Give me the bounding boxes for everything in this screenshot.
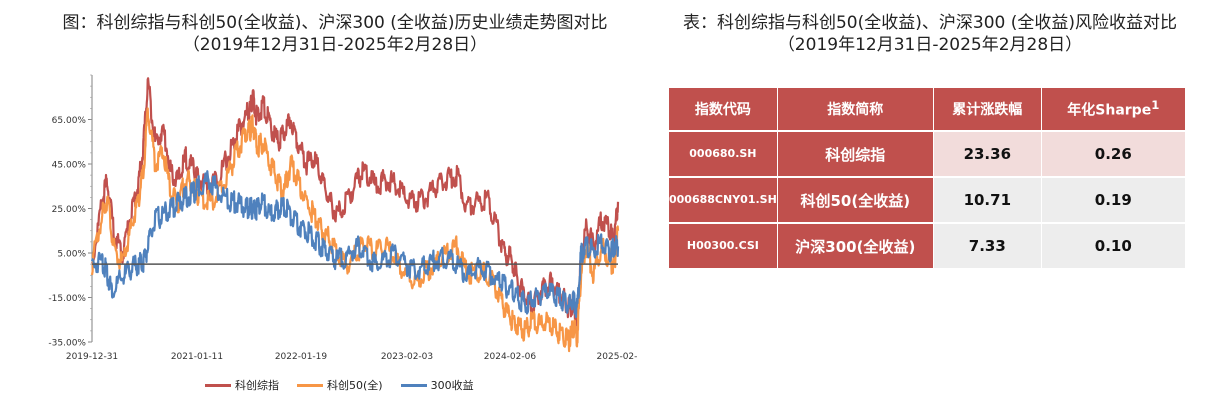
row-name: 沪深300(全收益) bbox=[777, 224, 934, 270]
table-title-line1: 表：科创综指与科创50(全收益)、沪深300 (全收益)风险收益对比 bbox=[682, 13, 1177, 33]
y-tick-label: -15.00% bbox=[48, 294, 86, 304]
legend-item-2: 300收益 bbox=[400, 377, 474, 393]
legend-swatch-0 bbox=[205, 383, 231, 387]
row-code: 000680.SH bbox=[669, 132, 778, 178]
legend-label-0: 科创综指 bbox=[235, 379, 279, 392]
x-tick-label: 2021-01-11 bbox=[171, 352, 223, 362]
header-sharpe-label: 年化Sharpe bbox=[1067, 102, 1152, 119]
chart-title: 图：科创综指与科创50(全收益)、沪深300 (全收益)历史业绩走势图对比 （2… bbox=[30, 12, 640, 56]
row-cum-return: 23.36 bbox=[933, 132, 1042, 178]
x-tick-label: 2023-02-03 bbox=[381, 352, 433, 362]
row-name: 科创50(全收益) bbox=[777, 178, 934, 224]
y-tick-label: 65.00% bbox=[52, 116, 87, 126]
row-code: H00300.CSI bbox=[669, 224, 778, 270]
x-tick-label: 2024-02-06 bbox=[484, 352, 537, 362]
header-sharpe-footnote: 1 bbox=[1151, 98, 1160, 113]
row-sharpe: 0.19 bbox=[1041, 178, 1186, 224]
y-tick-label: 25.00% bbox=[52, 205, 87, 215]
chart-legend: 科创综指 科创50(全) 300收益 bbox=[205, 377, 474, 393]
header-cum-return: 累计涨跌幅 bbox=[933, 88, 1042, 132]
y-tick-label: -35.00% bbox=[48, 339, 86, 349]
series-line-0 bbox=[91, 77, 620, 327]
chart-title-line1: 图：科创综指与科创50(全收益)、沪深300 (全收益)历史业绩走势图对比 bbox=[62, 13, 608, 33]
x-tick-label: 2019-12-31 bbox=[66, 352, 118, 362]
x-tick-label: 2025-02- bbox=[597, 352, 638, 362]
header-name: 指数简称 bbox=[777, 88, 934, 132]
header-sharpe: 年化Sharpe1 bbox=[1041, 88, 1186, 132]
y-tick-label: 45.00% bbox=[52, 161, 87, 171]
legend-item-0: 科创综指 bbox=[205, 377, 279, 393]
series-line-2 bbox=[90, 170, 620, 318]
table-row: 000688CNY01.SH 科创50(全收益) 10.71 0.19 bbox=[669, 178, 1186, 224]
table-header-row: 指数代码 指数简称 累计涨跌幅 年化Sharpe1 bbox=[669, 88, 1186, 132]
legend-swatch-2 bbox=[400, 383, 427, 387]
line-chart: 65.00% 45.00% 25.00% 5.00% -15.00% -35.00% 201… bbox=[48, 74, 638, 362]
table-title-line2: （2019年12月31日-2025年2月28日） bbox=[777, 35, 1083, 55]
chart-title-line2: （2019年12月31日-2025年2月28日） bbox=[182, 35, 488, 55]
header-code: 指数代码 bbox=[669, 88, 778, 132]
row-sharpe: 0.10 bbox=[1041, 224, 1186, 270]
legend-swatch-1 bbox=[297, 383, 323, 387]
row-name: 科创综指 bbox=[777, 132, 934, 178]
legend-label-1: 科创50(全) bbox=[327, 379, 383, 392]
y-tick-label: 5.00% bbox=[57, 250, 86, 260]
table-title: 表：科创综指与科创50(全收益)、沪深300 (全收益)风险收益对比 （2019… bbox=[660, 12, 1200, 56]
row-code: 000688CNY01.SH bbox=[669, 178, 778, 224]
table-row: 000680.SH 科创综指 23.36 0.26 bbox=[669, 132, 1186, 178]
legend-label-2: 300收益 bbox=[430, 379, 474, 392]
row-sharpe: 0.26 bbox=[1041, 132, 1186, 178]
row-cum-return: 7.33 bbox=[933, 224, 1042, 270]
legend-item-1: 科创50(全) bbox=[297, 377, 383, 393]
series-line-1 bbox=[90, 107, 620, 353]
table-row: H00300.CSI 沪深300(全收益) 7.33 0.10 bbox=[669, 224, 1186, 270]
x-tick-label: 2022-01-19 bbox=[275, 352, 328, 362]
performance-table: 指数代码 指数简称 累计涨跌幅 年化Sharpe1 000680.SH 科创综指… bbox=[669, 88, 1186, 270]
row-cum-return: 10.71 bbox=[933, 178, 1042, 224]
